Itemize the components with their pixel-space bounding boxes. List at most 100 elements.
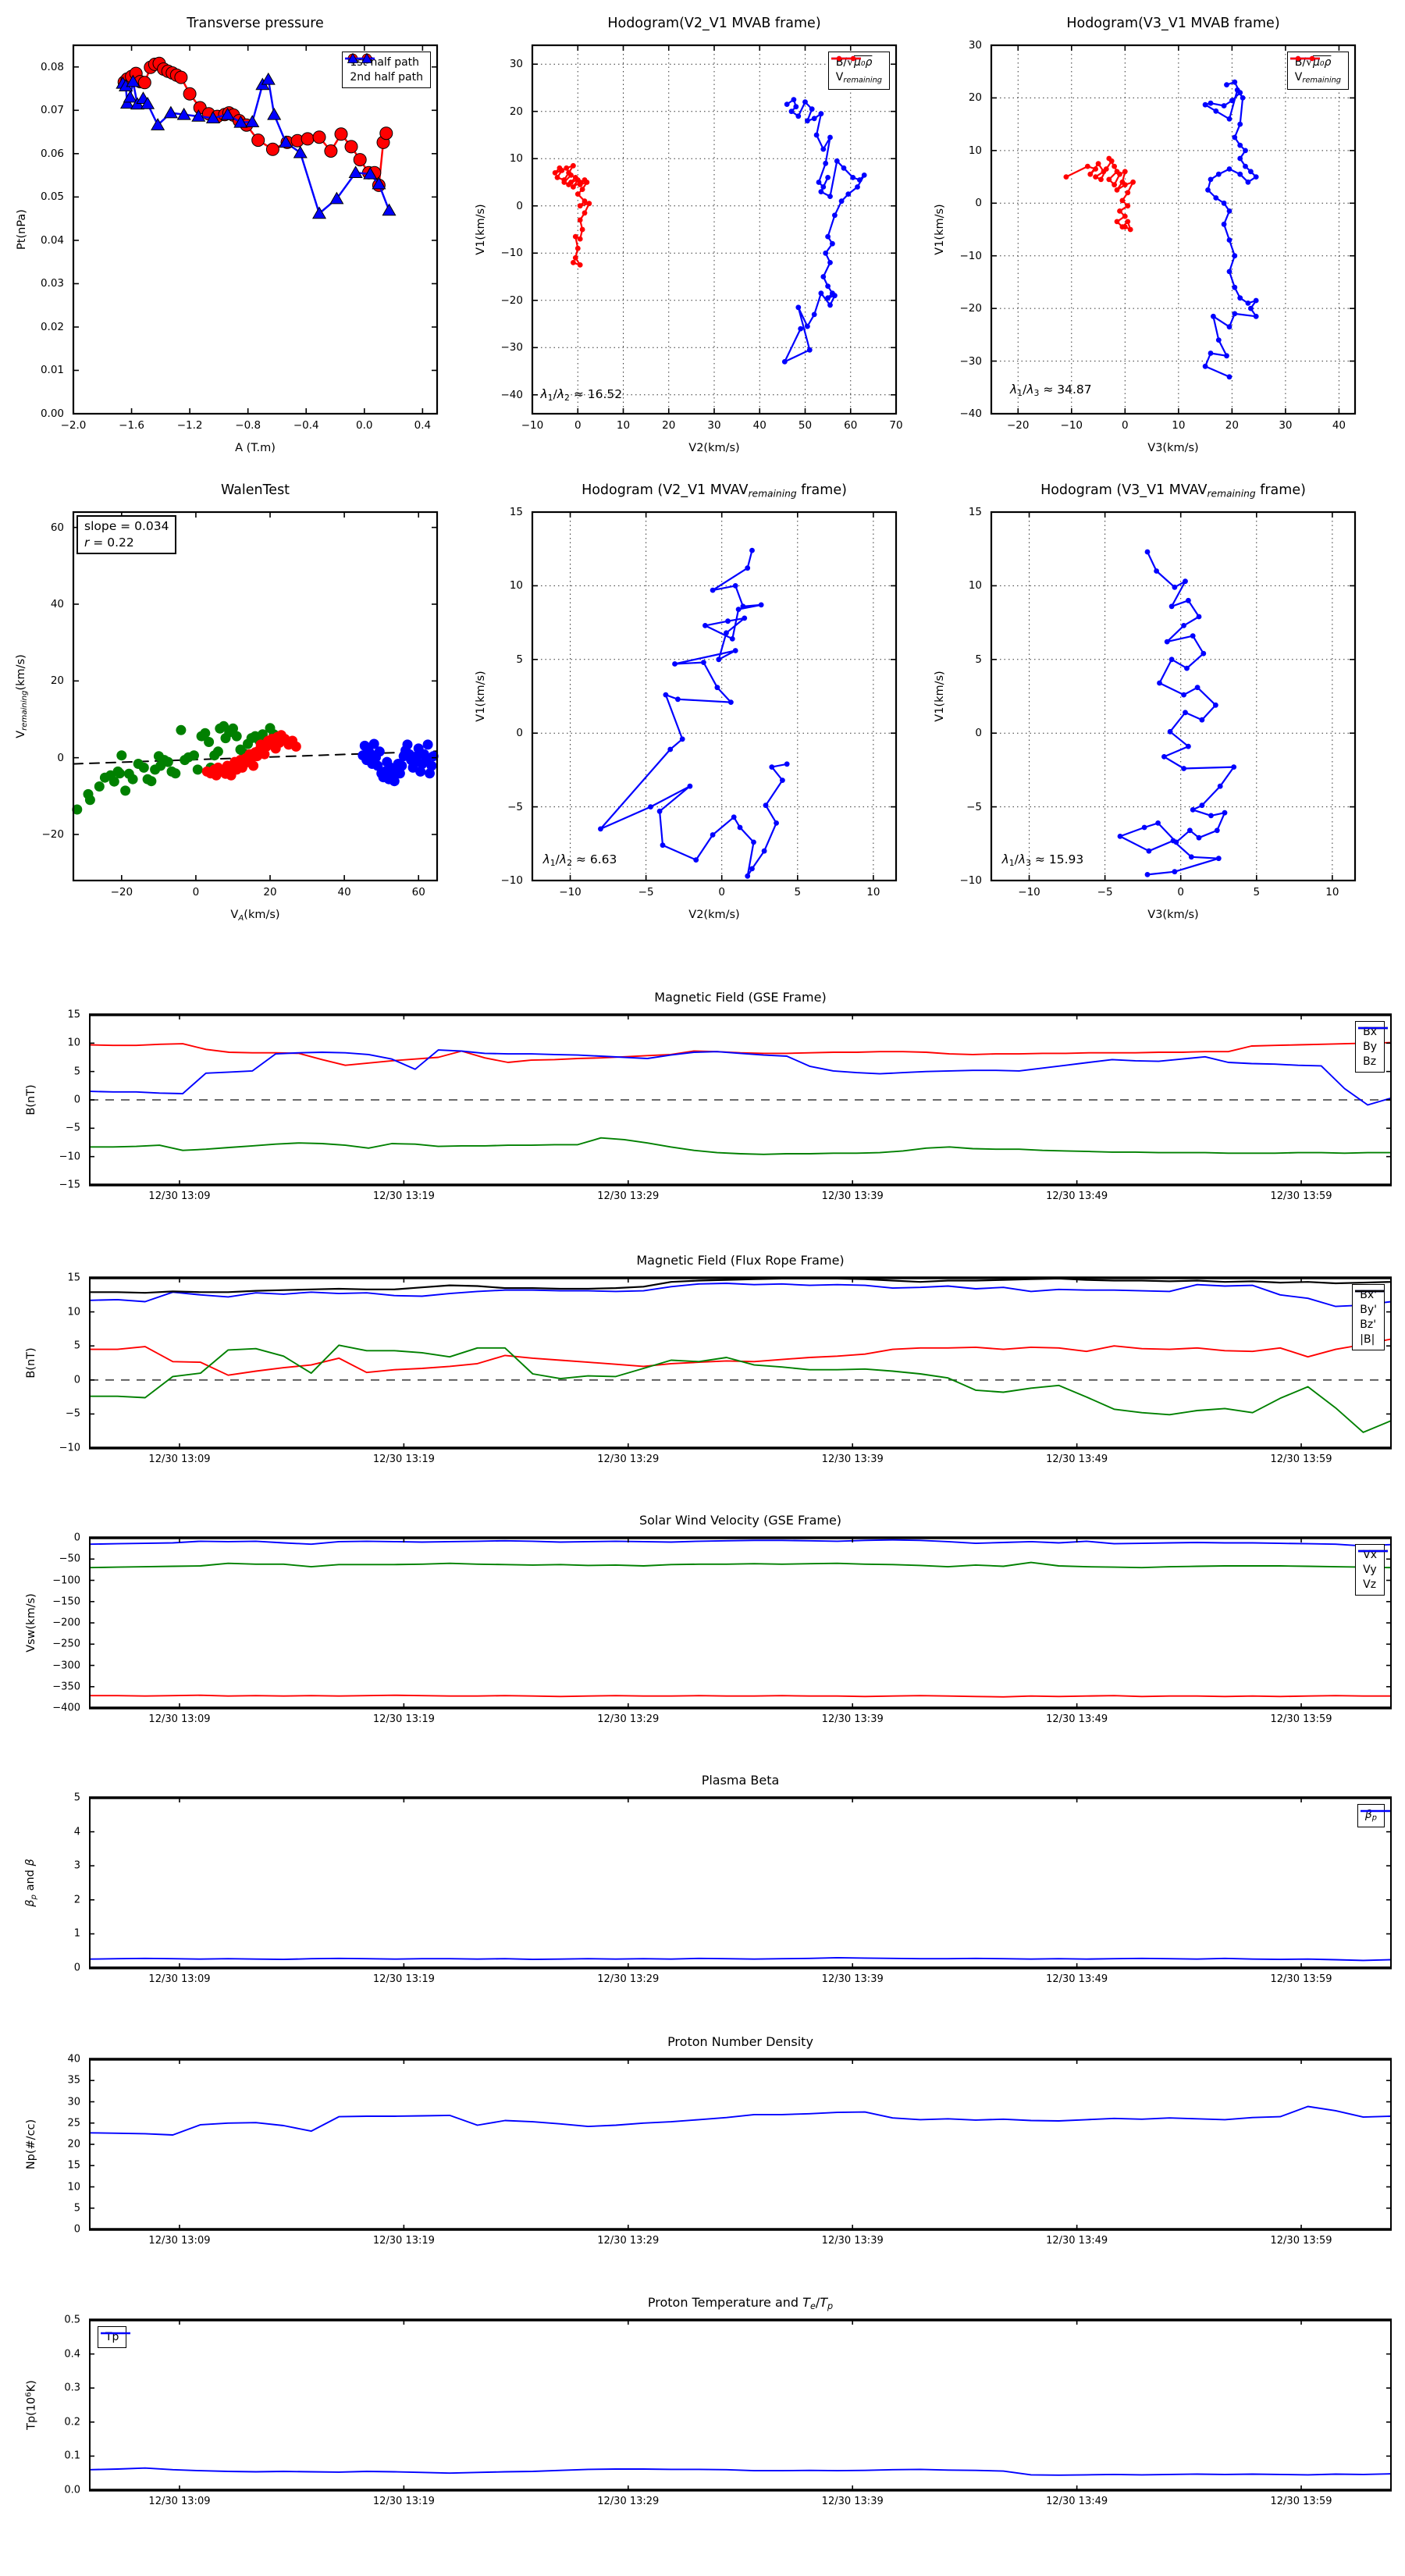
y-tick-label: 10 <box>509 579 523 592</box>
y-tick-label: 20 <box>50 674 64 688</box>
hodogram-v3v1-mvab-plot-area <box>990 44 1357 415</box>
x-tick-label: 0 <box>718 886 725 898</box>
legend: B/√μ₀ρ Vremaining <box>827 52 890 90</box>
x-tick-label: 12/30 13:19 <box>372 1973 435 1985</box>
legend-entry: Bz <box>1358 1026 1389 1068</box>
legend-entry: |B| <box>1355 1290 1385 1346</box>
legend-entry: Vremaining <box>1289 55 1341 85</box>
y-tick-label: 20 <box>67 2138 80 2151</box>
legend-label: By <box>1363 1041 1377 1053</box>
legend: 1st half path 2nd half path <box>342 52 431 88</box>
x-tick-label: 12/30 13:59 <box>1270 1973 1332 1985</box>
x-tick-label: 10 <box>866 886 880 898</box>
legend-label: βp <box>1364 1809 1377 1823</box>
proton-temperature-plot-area <box>89 2318 1392 2492</box>
x-tick-label: 12/30 13:09 <box>148 2235 211 2247</box>
x-tick-label: 12/30 13:19 <box>372 2496 435 2507</box>
y-axis-label: Vsw(km/s) <box>25 1593 37 1653</box>
y-tick-label: 15 <box>968 506 982 518</box>
y-tick-label: 0 <box>516 727 523 740</box>
y-tick-label: 5 <box>516 653 523 666</box>
x-tick-label: 12/30 13:09 <box>148 1190 211 1202</box>
plasma-beta-chart: 12/30 13:09 12/30 13:19 12/30 13:29 12/30 1… <box>16 1763 1399 1999</box>
legend-entry: By <box>1358 1026 1389 1053</box>
y-tick-label: 0 <box>73 1374 80 1386</box>
y-tick-label: 0.2 <box>64 2416 80 2428</box>
chart-title: Hodogram (V2_V1 MVAVremaining frame) <box>582 482 847 500</box>
y-tick-label: 2 <box>73 1894 80 1906</box>
y-axis-label: Vremaining(km/s) <box>15 654 29 738</box>
hodogram-v2v1-mvav-chart: −10 −5 0 5 10 −10 −5 0 5 10 15 Hodogram (V2_V1 MVAV… <box>465 473 918 929</box>
magnetic-field-gse-chart: 12/30 13:09 12/30 13:19 12/30 13:29 12/30 1… <box>16 980 1399 1216</box>
solar-wind-velocity-chart: 12/30 13:09 12/30 13:19 12/30 13:29 12/30 1… <box>16 1503 1399 1739</box>
y-tick-label: 0 <box>516 199 523 212</box>
y-axis-label: B(nT) <box>25 1084 37 1115</box>
legend: Bx By Bz <box>1355 1021 1389 1073</box>
x-tick-label: 12/30 13:19 <box>372 1713 435 1725</box>
y-tick-label: 5 <box>73 2202 80 2215</box>
v-remaining-trace-line <box>1119 550 1235 876</box>
y-tick-label: 0.04 <box>40 233 64 247</box>
y-tick-label: 1 <box>73 1927 80 1940</box>
bz-line <box>89 1049 1392 1106</box>
by-line <box>89 1137 1392 1155</box>
x-tick-label: 12/30 13:49 <box>1046 1453 1108 1465</box>
y-tick-label: −20 <box>41 828 65 841</box>
y-tick-label: −30 <box>500 341 524 354</box>
legend: Tp <box>98 2326 130 2348</box>
x-tick-label: 12/30 13:49 <box>1046 2235 1108 2247</box>
walen-test-plot-area <box>72 511 439 882</box>
chart-title: Transverse pressure <box>187 16 324 31</box>
x-tick-label: 12/30 13:09 <box>148 1453 211 1465</box>
y-tick-label: 0.0 <box>64 2484 80 2496</box>
chart-title: Magnetic Field (Flux Rope Frame) <box>636 1253 845 1268</box>
legend-sample-icon <box>101 2332 130 2335</box>
y-tick-label: 40 <box>50 598 64 610</box>
y-tick-label: 0.01 <box>40 364 64 377</box>
x-tick-label: 20 <box>662 419 676 432</box>
y-tick-label: 15 <box>509 506 523 518</box>
v-remaining-line <box>1065 157 1134 231</box>
y-tick-label: 10 <box>968 579 982 592</box>
chart-title: Hodogram(V2_V1 MVAB frame) <box>607 16 821 31</box>
y-tick-label: −30 <box>959 354 983 368</box>
info-line: r = 0.22 <box>84 535 134 550</box>
x-tick-label: 12/30 13:29 <box>597 2496 660 2507</box>
y-tick-label: −400 <box>52 1702 80 1714</box>
by-prime-line <box>89 1344 1392 1433</box>
y-tick-label: 0.4 <box>64 2348 80 2361</box>
legend-sample-icon <box>1355 1290 1385 1293</box>
x-tick-label: −1.6 <box>119 419 144 432</box>
y-tick-label: 0.3 <box>64 2382 80 2394</box>
y-tick-label: 4 <box>73 1826 80 1838</box>
legend: Vx Vy Vz <box>1355 1544 1389 1596</box>
legend: Bx' By' Bz' |B| <box>1352 1284 1385 1350</box>
chart-title: Proton Temperature and Te/Tp <box>647 2295 834 2312</box>
magnetic-field-flux-rope-plot-area <box>88 1276 1393 1450</box>
hodogram-v3v1-mvav-chart: −10 −5 0 5 10 −10 −5 0 5 10 15 Hodogram (V3_V1 MVAV… <box>924 473 1377 929</box>
x-tick-label: 12/30 13:59 <box>1270 2235 1332 2247</box>
x-tick-label: 12/30 13:39 <box>821 1190 884 1202</box>
y-tick-label: 30 <box>968 39 982 52</box>
hodogram-v3v1-mvab-chart: −20 −10 0 10 20 30 40 −40 −30 −20 −10 0 10 20 30 Hodogr… <box>924 6 1377 462</box>
x-tick-label: 12/30 13:19 <box>372 2235 435 2247</box>
y-tick-label: −150 <box>52 1596 80 1608</box>
vz-line <box>89 1539 1392 1547</box>
y-tick-label: −5 <box>966 800 982 813</box>
chart-title: Hodogram (V3_V1 MVAVremaining frame) <box>1040 482 1306 500</box>
y-tick-label: 0.00 <box>40 407 64 420</box>
x-tick-label: −5 <box>638 886 654 898</box>
x-tick-label: 10 <box>616 419 631 432</box>
x-tick-label: 12/30 13:49 <box>1046 2496 1108 2507</box>
y-axis-label: V1(km/s) <box>475 671 487 722</box>
x-tick-label: 0 <box>574 419 582 432</box>
y-axis-label: Np(#/cc) <box>25 2119 37 2170</box>
x-tick-label: 12/30 13:39 <box>821 1973 884 1985</box>
y-tick-label: 10 <box>509 152 523 165</box>
y-tick-label: 5 <box>73 1791 80 1804</box>
hodogram-v2v1-mvav-plot-area <box>531 511 898 882</box>
x-tick-label: 12/30 13:29 <box>597 1190 660 1202</box>
x-tick-label: −0.8 <box>235 419 261 432</box>
chart-title: Magnetic Field (GSE Frame) <box>654 990 827 1005</box>
y-tick-label: 0.06 <box>40 147 64 160</box>
